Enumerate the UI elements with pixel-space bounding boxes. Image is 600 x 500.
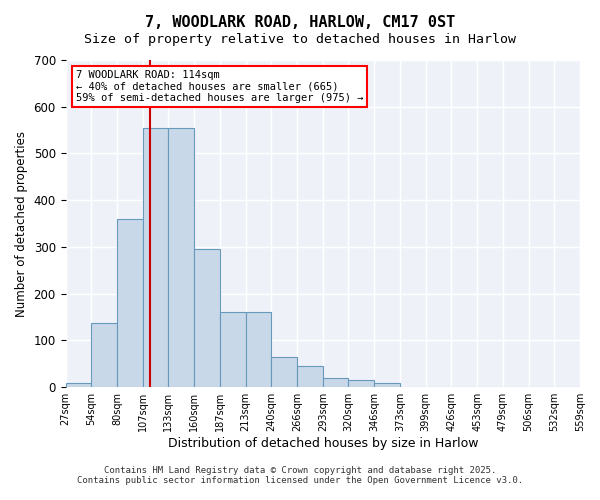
Bar: [349, 380, 374, 387]
X-axis label: Distribution of detached houses by size in Harlow: Distribution of detached houses by size …: [167, 437, 478, 450]
Bar: [271, 357, 297, 387]
Bar: [117, 219, 143, 387]
Bar: [245, 312, 271, 387]
Bar: [91, 323, 117, 387]
Bar: [143, 128, 169, 387]
Text: Size of property relative to detached houses in Harlow: Size of property relative to detached ho…: [84, 32, 516, 46]
Bar: [220, 312, 245, 387]
Bar: [297, 366, 323, 387]
Bar: [169, 128, 194, 387]
Text: Contains HM Land Registry data © Crown copyright and database right 2025.
Contai: Contains HM Land Registry data © Crown c…: [77, 466, 523, 485]
Bar: [194, 250, 220, 387]
Text: 7 WOODLARK ROAD: 114sqm
← 40% of detached houses are smaller (665)
59% of semi-d: 7 WOODLARK ROAD: 114sqm ← 40% of detache…: [76, 70, 364, 103]
Bar: [374, 382, 400, 387]
Text: 7, WOODLARK ROAD, HARLOW, CM17 0ST: 7, WOODLARK ROAD, HARLOW, CM17 0ST: [145, 15, 455, 30]
Y-axis label: Number of detached properties: Number of detached properties: [15, 130, 28, 316]
Bar: [323, 378, 349, 387]
Bar: [65, 382, 91, 387]
